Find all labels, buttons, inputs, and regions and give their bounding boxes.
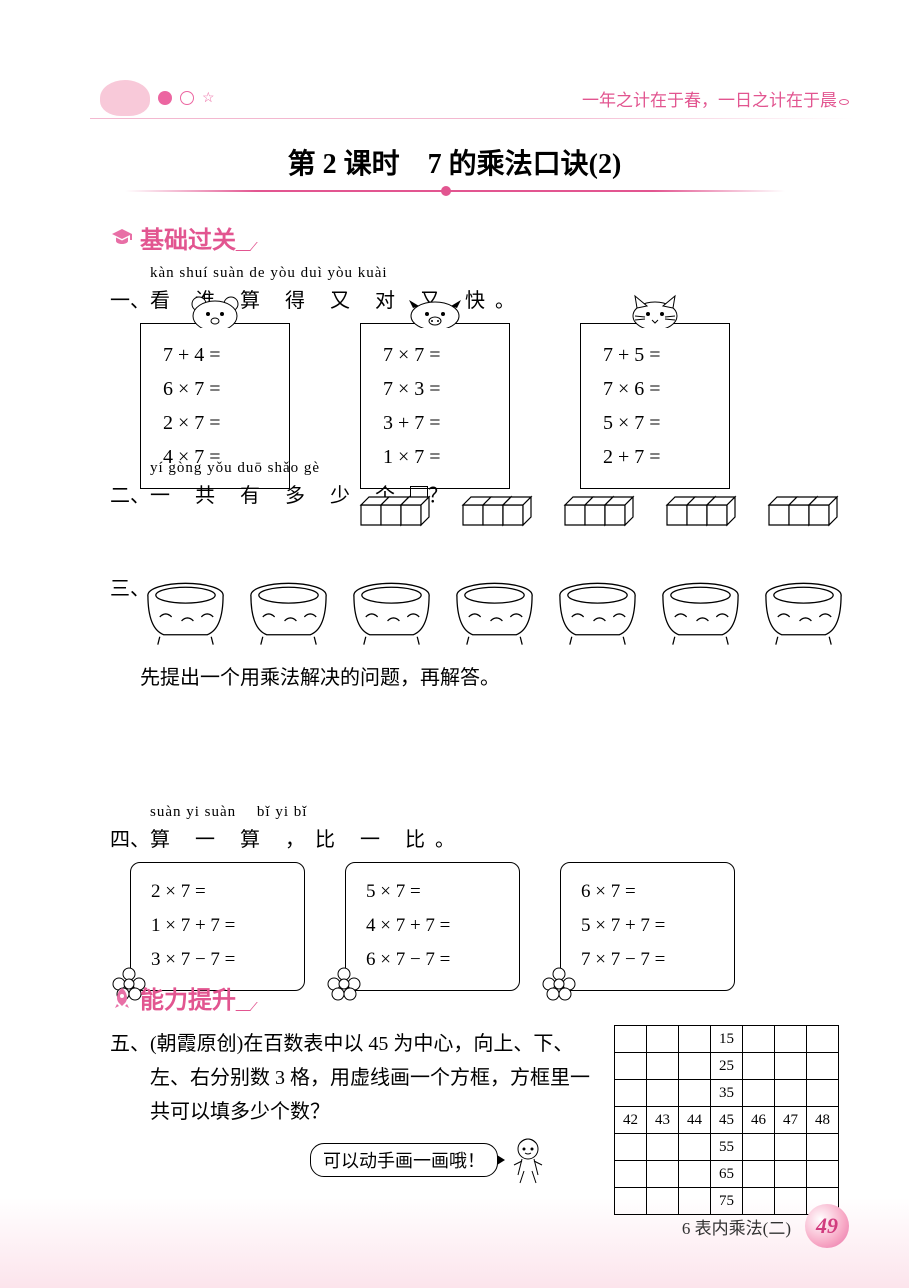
grid-cell <box>647 1188 679 1215</box>
section-skill: 能力提升 <box>110 980 849 1015</box>
grid-cell <box>679 1053 711 1080</box>
speech-bubble: 可以动手画一画哦！ <box>310 1143 498 1177</box>
bowl-icon <box>758 577 849 647</box>
cube-group-icon <box>657 485 737 541</box>
grid-cell <box>615 1026 647 1053</box>
header-decoration: ☆ <box>100 80 218 116</box>
page-title: 第 2 课时 7 的乘法口诀(2) <box>0 142 909 182</box>
dot-outline-icon <box>180 91 194 105</box>
grid-cell <box>647 1134 679 1161</box>
grid-cell <box>743 1134 775 1161</box>
grid-cell <box>615 1188 647 1215</box>
title-block: 第 2 课时 7 的乘法口诀(2) <box>0 142 909 192</box>
grid-cell <box>679 1080 711 1107</box>
grid-cell: 48 <box>807 1107 839 1134</box>
rocket-icon <box>110 986 134 1010</box>
grid-cell <box>775 1134 807 1161</box>
q4-box1: 2 × 7 =1 × 7 + 7 =3 × 7 − 7 = <box>130 862 305 991</box>
bowl-icon <box>346 577 437 647</box>
q4-box2: 5 × 7 =4 × 7 + 7 =6 × 7 − 7 = <box>345 862 520 991</box>
dot-icon <box>158 91 172 105</box>
q5: 五、 (朝霞原创)在百数表中以 45 为中心，向上、下、左、右分别数 3 格，用… <box>110 1025 849 1185</box>
grid-cell <box>807 1134 839 1161</box>
title-underline <box>125 190 785 192</box>
cap-icon <box>110 226 134 250</box>
cube-group-icon <box>351 485 431 541</box>
grid-cell <box>647 1053 679 1080</box>
cubes-row <box>351 485 839 541</box>
bowls-row <box>140 577 849 647</box>
grid-cell <box>807 1053 839 1080</box>
grid-cell <box>743 1053 775 1080</box>
grid-cell <box>615 1080 647 1107</box>
cube-group-icon <box>555 485 635 541</box>
q5-prefix: 五、 <box>110 1027 150 1129</box>
grid-cell <box>679 1134 711 1161</box>
grid-cell <box>679 1161 711 1188</box>
grid-cell: 65 <box>711 1161 743 1188</box>
q5-text: (朝霞原创)在百数表中以 45 为中心，向上、下、左、右分别数 3 格，用虚线画… <box>150 1027 600 1129</box>
grid-cell: 55 <box>711 1134 743 1161</box>
grid-cell <box>743 1080 775 1107</box>
grid-cell <box>807 1161 839 1188</box>
cube-group-icon <box>759 485 839 541</box>
grid-cell <box>807 1026 839 1053</box>
grid-cell <box>647 1161 679 1188</box>
q2: yí gòng yǒu duō shǎo gè 二、一 共 有 多 少 个 ？ <box>110 460 849 508</box>
hundred-grid: 15253542434445464748556575 <box>614 1025 839 1215</box>
grid-cell <box>615 1161 647 1188</box>
grid-cell <box>615 1053 647 1080</box>
grid-cell <box>743 1026 775 1053</box>
q3: 三、 先提出一个用乘法解决的问题，再解答。 <box>110 570 849 690</box>
bowl-icon <box>552 577 643 647</box>
bowl-icon <box>655 577 746 647</box>
bowl-icon <box>140 577 231 647</box>
section-basic-label: 基础过关 <box>140 220 236 255</box>
grid-cell: 25 <box>711 1053 743 1080</box>
grid-cell <box>775 1161 807 1188</box>
grid-cell: 42 <box>615 1107 647 1134</box>
bowl-icon <box>449 577 540 647</box>
q4-boxes: 2 × 7 =1 × 7 + 7 =3 × 7 − 7 = 5 × 7 =4 ×… <box>130 862 849 991</box>
q1-pinyin: kàn shuí suàn de yòu duì yòu kuài <box>150 265 849 282</box>
q3-instruction: 先提出一个用乘法解决的问题，再解答。 <box>140 661 849 690</box>
header-underline <box>90 118 854 119</box>
grid-cell: 46 <box>743 1107 775 1134</box>
q4-box3: 6 × 7 =5 × 7 + 7 =7 × 7 − 7 = <box>560 862 735 991</box>
page-number: 49 <box>805 1204 849 1248</box>
grid-cell <box>647 1026 679 1053</box>
grid-cell: 43 <box>647 1107 679 1134</box>
grid-cell <box>775 1026 807 1053</box>
grid-cell <box>775 1053 807 1080</box>
bear-icon <box>185 294 245 328</box>
star-icon: ☆ <box>202 90 218 106</box>
footer: 6 表内乘法(二) 49 <box>682 1204 849 1248</box>
q4-pinyin: suàn yi suàn bǐ yi bǐ <box>150 800 849 821</box>
bowl-icon <box>243 577 334 647</box>
bunny-icon <box>100 80 150 116</box>
kid-icon <box>506 1135 550 1185</box>
section-basic: 基础过关 kàn shuí suàn de yòu duì yòu kuài 一… <box>110 220 849 489</box>
pig-icon <box>405 294 465 328</box>
grid-cell <box>775 1080 807 1107</box>
q4: suàn yi suàn bǐ yi bǐ 四、算 一 算 ，比 一 比。 2 … <box>110 800 849 991</box>
cat-icon <box>625 294 685 328</box>
motto: 一年之计在于春，一日之计在于晨 <box>582 86 849 111</box>
grid-cell <box>647 1080 679 1107</box>
chapter-label: 6 表内乘法(二) <box>682 1214 791 1239</box>
grid-cell <box>807 1080 839 1107</box>
grid-cell: 35 <box>711 1080 743 1107</box>
grid-cell: 45 <box>711 1107 743 1134</box>
grid-cell: 47 <box>775 1107 807 1134</box>
grid-cell <box>615 1134 647 1161</box>
grid-cell: 15 <box>711 1026 743 1053</box>
q4-line: 四、算 一 算 ，比 一 比。 <box>110 823 849 852</box>
header: ☆ 一年之计在于春，一日之计在于晨 <box>100 80 849 116</box>
q2-pinyin: yí gòng yǒu duō shǎo gè <box>150 460 849 477</box>
grid-cell: 44 <box>679 1107 711 1134</box>
section-skill-label: 能力提升 <box>140 980 236 1015</box>
grid-cell <box>743 1161 775 1188</box>
cube-group-icon <box>453 485 533 541</box>
grid-cell <box>679 1026 711 1053</box>
